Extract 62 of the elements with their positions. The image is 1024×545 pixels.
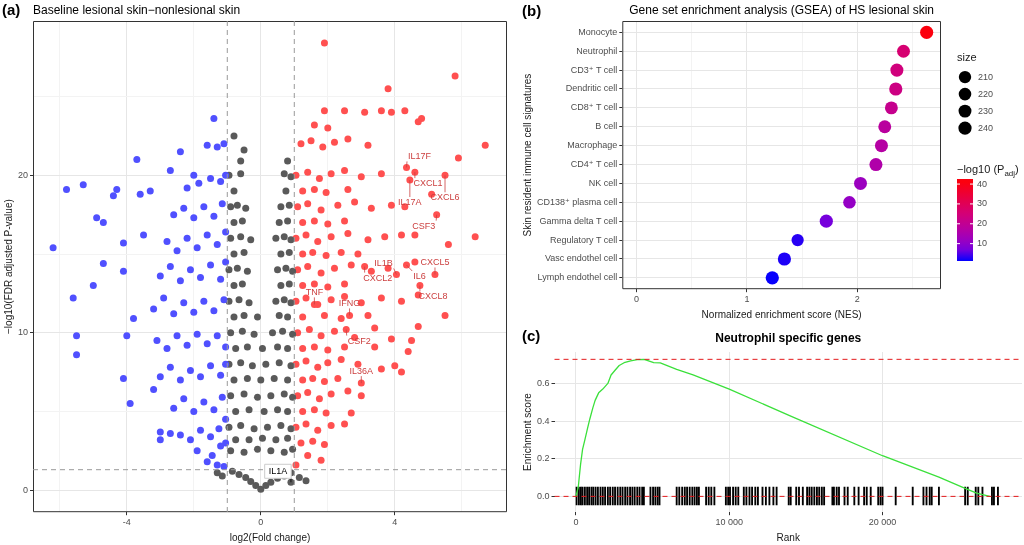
y-tick-label: CD8⁺ T cell — [570, 102, 618, 113]
annotation: TNF — [305, 287, 324, 298]
annotation: IL1A — [268, 466, 288, 477]
x-tick-label: -4 — [122, 517, 131, 528]
y-tick-label: B cell — [595, 121, 618, 132]
x-tick-label: 1 — [744, 294, 750, 305]
y-tick-label: Regulatory T cell — [550, 234, 618, 245]
y-tick-label: CD3⁺ T cell — [570, 64, 618, 75]
legend-title: size — [957, 51, 977, 64]
y-tick-label: 0.4 — [537, 415, 550, 426]
y-axis-title: −log10(FDR adjusted P-value) — [2, 199, 14, 334]
y-tick-label: Dendritic cell — [565, 83, 618, 94]
y-tick-label: Monocyte — [578, 26, 618, 37]
annotation: CSF2 — [347, 335, 371, 346]
y-tick-label: Lymph endothel cell — [537, 272, 618, 283]
color-bar-label: 20 — [977, 218, 988, 229]
x-tick-label: 20 000 — [868, 517, 897, 528]
legend-label: 240 — [978, 122, 994, 133]
text: (c) — [522, 327, 541, 344]
x-tick-label: 2 — [854, 294, 860, 305]
x-axis-title: Rank — [776, 531, 801, 543]
y-tick-label: CD138⁺ plasma cell — [536, 196, 618, 207]
chart-title: Neutrophil specific genes — [715, 331, 862, 345]
legend-label: 210 — [978, 71, 994, 82]
annotation: CXCL2 — [363, 272, 393, 283]
annotation: CXCL5 — [420, 257, 450, 268]
x-tick-label: 0 — [634, 294, 640, 305]
y-tick-label: Neutrophil — [576, 45, 618, 56]
annotation: IL6 — [413, 271, 426, 282]
text: (a) — [2, 1, 21, 18]
y-tick-label: 20 — [18, 169, 29, 180]
chart-title: Gene set enrichment analysis (GSEA) of HS lesional skin — [629, 3, 935, 17]
legend-label: 220 — [978, 88, 994, 99]
legend-label: 230 — [978, 105, 994, 116]
x-axis-title: Normalized enrichment score (NES) — [701, 308, 862, 320]
y-tick-label: CD4⁺ T cell — [570, 159, 618, 170]
color-bar-label: 30 — [977, 198, 988, 209]
y-tick-label: 10 — [18, 327, 29, 338]
x-tick-label: 4 — [392, 517, 398, 528]
annotation: IL17F — [408, 151, 432, 162]
chart-title: Baseline lesional skin−nonlesional skin — [33, 3, 241, 17]
y-axis-title: Enrichment score — [521, 392, 533, 472]
y-tick-label: 0.0 — [537, 490, 550, 501]
y-tick-label: 0.2 — [537, 453, 550, 464]
annotation: CXCL1 — [413, 178, 443, 189]
text: (b) — [522, 2, 542, 19]
x-axis-title: log2(Fold change) — [229, 531, 311, 543]
y-tick-label: 0 — [23, 484, 29, 495]
y-tick-label: NK cell — [588, 177, 618, 188]
annotation: CSF3 — [412, 220, 436, 231]
annotation: IL17A — [398, 196, 422, 207]
color-bar-label: 10 — [977, 238, 988, 249]
x-tick-label: 0 — [258, 517, 264, 528]
y-tick-label: Vasc endothel cell — [544, 253, 618, 264]
x-tick-label: 10 000 — [715, 517, 744, 528]
annotation: IL1B — [374, 258, 393, 269]
color-bar-label: 40 — [977, 178, 988, 189]
annotation: IL36A — [349, 366, 374, 377]
y-tick-label: Macrophage — [567, 140, 618, 151]
y-tick-label: Gamma delta T cell — [539, 215, 618, 226]
y-tick-label: 0.6 — [537, 377, 550, 388]
y-axis-title: Skin resident immune cell signatures — [521, 73, 533, 237]
